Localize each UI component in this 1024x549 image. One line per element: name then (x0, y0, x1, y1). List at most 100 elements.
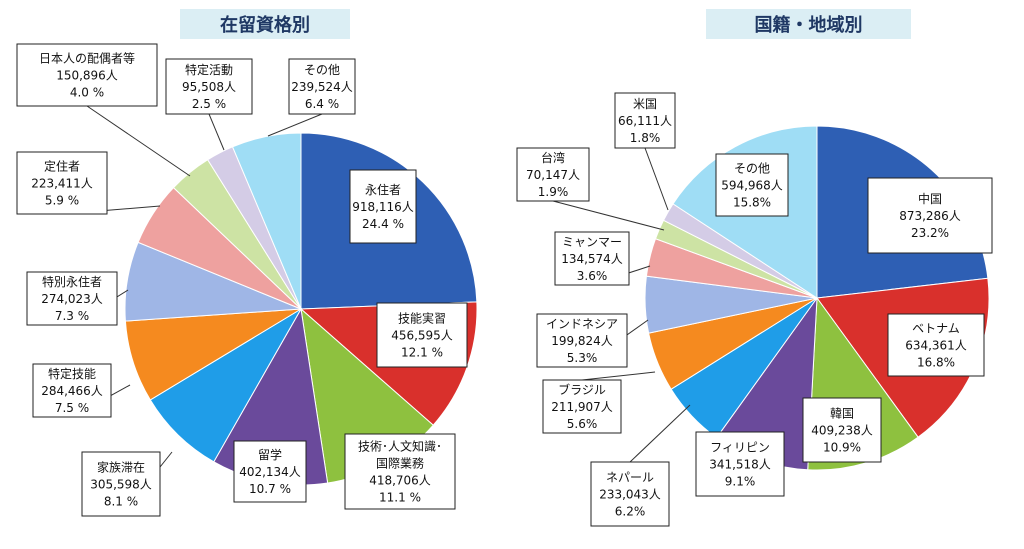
nationality-label-text-0-0: 中国 (918, 191, 942, 206)
nationality-label-text-4-0: ネパール (606, 471, 654, 485)
nationality-label-text-0-1: 873,286人 (899, 209, 961, 223)
status-label-text-3-1: 402,134人 (239, 465, 301, 479)
status-label-text-0-2: 24.4 % (362, 217, 404, 231)
nationality-label-text-5-1: 211,907人 (551, 400, 613, 414)
status-label-box-10 (288, 58, 356, 115)
status-label-text-3-0: 留学 (258, 447, 282, 462)
status-label-box-5 (32, 363, 112, 418)
nationality-label-text-8-1: 70,147人 (526, 168, 580, 182)
nationality-label-text-8-2: 1.9% (538, 185, 569, 199)
status-label-text-1-0: 技能実習 (398, 311, 446, 326)
nationality-leader-line-8 (552, 200, 665, 231)
status-label-text-2-0: 技術･人文知識･ (358, 439, 442, 454)
status-label-box-2 (344, 433, 456, 510)
nationality-label-box-7 (554, 231, 630, 286)
status-label-box-0 (349, 169, 417, 244)
nationality-label-box-10 (715, 153, 789, 217)
status-label-text-10-2: 6.4 % (305, 97, 339, 111)
status-label-text-9-0: 特定活動 (185, 62, 233, 77)
nationality-label-box-2 (802, 397, 882, 463)
status-label-text-1-1: 456,595人 (391, 329, 453, 343)
chart-title-nationality: 国籍・地域別 (706, 9, 911, 39)
nationality-label-text-3-2: 9.1% (725, 475, 756, 489)
nationality-label-box-1 (887, 313, 985, 377)
status-label-text-2-1: 国際業務 (376, 457, 424, 471)
status-label-text-4-2: 8.1 % (104, 495, 138, 509)
status-label-text-4-1: 305,598人 (90, 478, 152, 492)
nationality-label-box-8 (516, 147, 590, 202)
status-label-text-9-2: 2.5 % (192, 97, 226, 111)
status-label-text-2-3: 11.1 % (379, 491, 421, 505)
nationality-label-text-7-2: 3.6% (577, 269, 608, 283)
status-label-text-7-1: 223,411人 (31, 177, 93, 191)
nationality-leader-line-9 (644, 147, 669, 211)
nationality-label-text-1-1: 634,361人 (905, 339, 967, 353)
status-label-text-8-0: 日本人の配偶者等 (39, 52, 135, 66)
status-label-text-6-1: 274,023人 (41, 292, 103, 306)
nationality-label-box-5 (542, 379, 622, 434)
status-label-text-0-0: 永住者 (365, 183, 401, 197)
nationality-label-text-2-1: 409,238人 (811, 424, 873, 438)
nationality-label-text-10-1: 594,968人 (721, 179, 783, 193)
nationality-label-box-6 (536, 313, 628, 368)
nationality-label-text-6-0: インドネシア (546, 317, 618, 331)
status-label-box-1 (376, 302, 468, 368)
status-slice-10 (231, 132, 302, 310)
nationality-label-text-2-2: 10.9% (823, 441, 861, 455)
status-label-text-1-2: 12.1 % (401, 346, 443, 360)
status-label-box-7 (16, 151, 108, 215)
nationality-label-box-9 (614, 92, 676, 149)
nationality-label-text-9-0: 米国 (633, 97, 657, 111)
pie-chart-nationality: 中国 873,286人 23.2% ベトナム 634,361人 16.8% 韓国 409,23… (516, 92, 993, 527)
nationality-label-box-0 (867, 177, 993, 254)
nationality-label-text-1-0: ベトナム (912, 322, 960, 336)
nationality-label-text-5-2: 5.6% (567, 417, 598, 431)
nationality-label-text-4-2: 6.2% (615, 505, 646, 519)
nationality-label-text-7-0: ミャンマー (562, 235, 622, 249)
status-label-text-6-2: 7.3 % (55, 309, 89, 323)
status-label-text-6-0: 特別永住者 (42, 274, 102, 289)
status-label-text-8-1: 150,896人 (56, 69, 118, 83)
status-label-box-3 (233, 440, 307, 503)
nationality-label-text-10-0: その他 (734, 162, 770, 176)
status-label-box-9 (165, 58, 253, 115)
nationality-label-text-8-0: 台湾 (541, 150, 565, 165)
status-label-text-2-2: 418,706人 (369, 474, 431, 488)
pie-chart-status: 永住者 918,116人 24.4 % 技能実習 456,595人 12.1 % 技術･人文… (16, 43, 478, 517)
nationality-leader-line-5 (581, 371, 656, 381)
chart-title-status: 在留資格別 (180, 9, 350, 39)
nationality-label-text-5-0: ブラジル (558, 382, 606, 397)
status-label-box-6 (26, 271, 118, 326)
status-leader-line-9 (208, 113, 225, 151)
nationality-label-text-6-1: 199,824人 (551, 334, 613, 348)
nationality-label-text-7-1: 134,574人 (561, 252, 623, 266)
status-label-text-5-1: 284,466人 (41, 384, 103, 398)
status-label-text-3-2: 10.7 % (249, 482, 291, 496)
status-label-text-7-2: 5.9 % (45, 194, 79, 208)
nationality-label-box-4 (590, 461, 670, 527)
nationality-label-text-3-1: 341,518人 (709, 458, 771, 472)
nationality-label-text-0-2: 23.2% (911, 226, 949, 240)
status-label-box-8 (16, 43, 158, 107)
nationality-label-text-6-2: 5.3% (567, 351, 598, 365)
status-leader-line-10 (267, 113, 323, 137)
nationality-label-text-4-1: 233,043人 (599, 488, 661, 502)
status-leader-line-8 (86, 105, 191, 177)
status-label-text-9-1: 95,508人 (182, 80, 236, 94)
nationality-label-text-9-2: 1.8% (630, 131, 661, 145)
status-label-text-5-2: 7.5 % (55, 401, 89, 415)
status-slice-4 (149, 307, 303, 463)
nationality-label-box-3 (695, 431, 785, 497)
status-label-text-10-0: その他 (304, 63, 340, 77)
nationality-label-text-10-2: 15.8% (733, 196, 771, 210)
status-label-text-8-2: 4.0 % (70, 86, 104, 100)
nationality-leader-line-4 (629, 404, 691, 463)
status-label-box-4 (81, 451, 161, 517)
nationality-label-text-2-0: 韓国 (830, 407, 854, 421)
nationality-label-text-1-2: 16.8% (917, 356, 955, 370)
status-label-text-10-1: 239,524人 (291, 80, 353, 94)
status-label-text-4-0: 家族滞在 (97, 460, 145, 475)
status-label-text-7-0: 定住者 (44, 159, 80, 174)
status-label-text-0-1: 918,116人 (352, 200, 414, 214)
